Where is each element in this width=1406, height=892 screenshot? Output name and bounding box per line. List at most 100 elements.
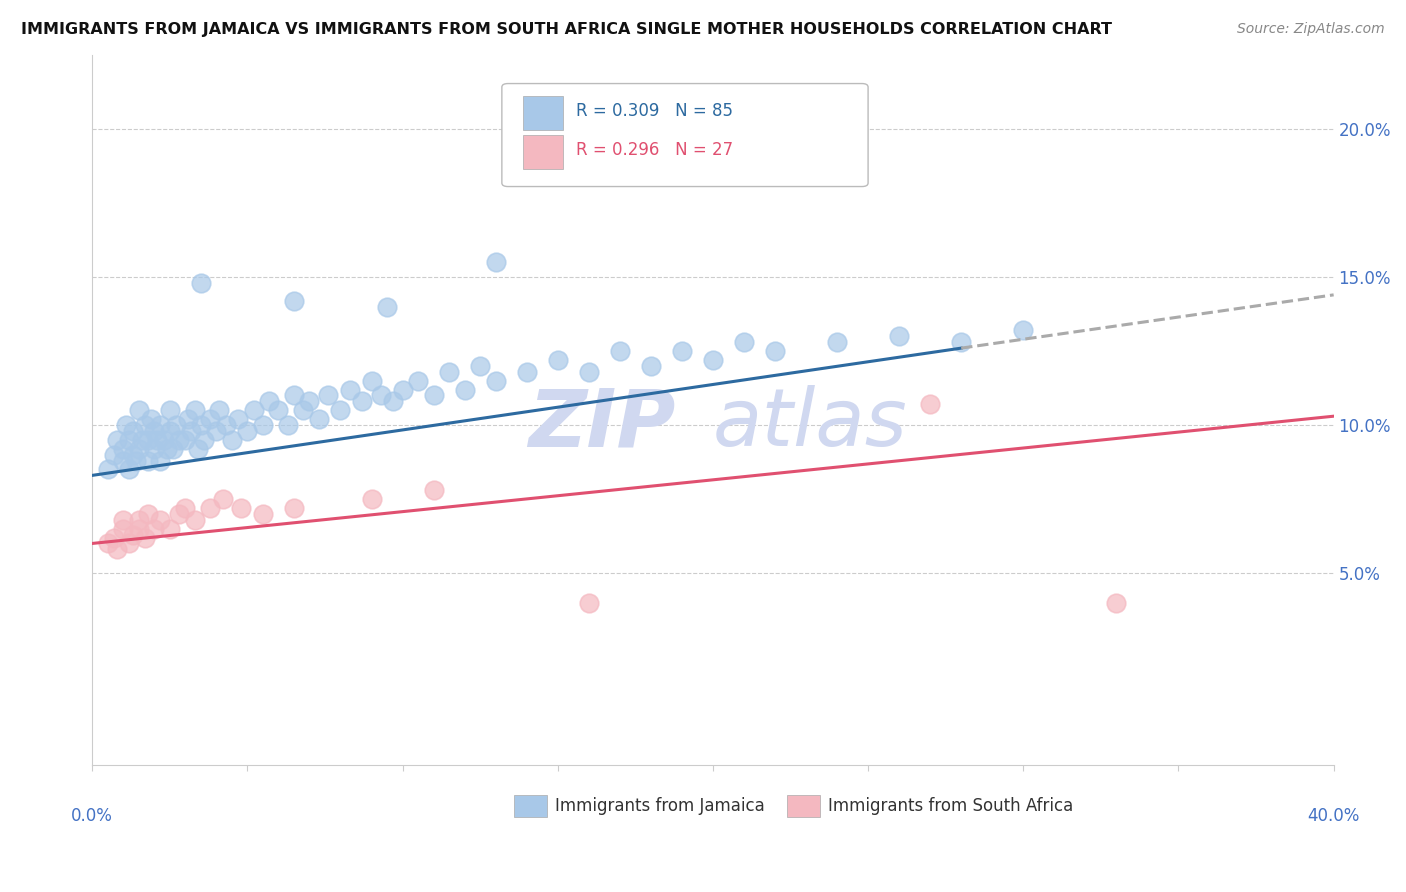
Point [121, 424, 143, 438]
Point [136, 433, 159, 447]
Text: IMMIGRANTS FROM JAMAICA VS IMMIGRANTS FROM SOUTH AFRICA SINGLE MOTHER HOUSEHOLDS: IMMIGRANTS FROM JAMAICA VS IMMIGRANTS FR… [21, 22, 1112, 37]
Point [118, 433, 141, 447]
Point [950, 335, 973, 350]
Point [437, 365, 460, 379]
FancyBboxPatch shape [787, 796, 820, 816]
Point [578, 596, 600, 610]
Point [283, 500, 305, 515]
Point [453, 383, 475, 397]
Point [198, 500, 221, 515]
Point [283, 388, 305, 402]
Point [298, 394, 321, 409]
Point [112, 513, 135, 527]
Point [149, 453, 172, 467]
Point [103, 448, 125, 462]
Point [136, 453, 159, 467]
Point [115, 418, 138, 433]
Point [128, 513, 150, 527]
Point [391, 383, 413, 397]
Point [167, 433, 190, 447]
Point [231, 500, 253, 515]
Point [578, 365, 600, 379]
Point [121, 448, 143, 462]
Point [920, 397, 942, 411]
Point [468, 359, 491, 373]
Point [112, 453, 135, 467]
Point [193, 433, 215, 447]
Point [97, 462, 120, 476]
Text: Immigrants from South Africa: Immigrants from South Africa [828, 797, 1074, 815]
Text: R = 0.309   N = 85: R = 0.309 N = 85 [576, 102, 734, 120]
Point [143, 442, 166, 456]
Point [825, 335, 848, 350]
Point [198, 412, 221, 426]
Point [165, 418, 187, 433]
FancyBboxPatch shape [515, 796, 547, 816]
Point [128, 442, 150, 456]
Point [183, 403, 205, 417]
Point [308, 412, 330, 426]
Point [242, 403, 264, 417]
Text: Immigrants from Jamaica: Immigrants from Jamaica [555, 797, 765, 815]
Point [1012, 323, 1035, 337]
Point [360, 374, 382, 388]
FancyBboxPatch shape [502, 84, 868, 186]
Point [149, 418, 172, 433]
Point [162, 442, 184, 456]
Point [547, 353, 569, 368]
Point [609, 344, 631, 359]
Point [267, 403, 290, 417]
Point [159, 522, 181, 536]
Point [382, 394, 405, 409]
Point [283, 293, 305, 308]
Point [136, 507, 159, 521]
Point [292, 403, 315, 417]
Point [252, 418, 274, 433]
Text: ZIP: ZIP [529, 385, 676, 464]
Point [702, 353, 724, 368]
Point [128, 403, 150, 417]
Point [609, 136, 631, 151]
Point [316, 388, 339, 402]
Point [221, 433, 243, 447]
Point [422, 483, 444, 498]
Point [1105, 596, 1128, 610]
Point [763, 344, 786, 359]
Text: 0.0%: 0.0% [72, 807, 112, 825]
Point [733, 335, 755, 350]
Point [190, 418, 212, 433]
Point [360, 491, 382, 506]
Point [121, 527, 143, 541]
FancyBboxPatch shape [523, 95, 562, 129]
Point [211, 491, 233, 506]
Point [149, 513, 172, 527]
Point [352, 394, 374, 409]
Point [671, 344, 693, 359]
Point [159, 424, 181, 438]
Point [180, 424, 202, 438]
Point [156, 442, 179, 456]
Text: 40.0%: 40.0% [1308, 807, 1360, 825]
Point [190, 276, 212, 290]
Point [516, 365, 538, 379]
Point [143, 424, 166, 438]
Point [141, 412, 163, 426]
Point [112, 442, 135, 456]
Point [208, 403, 231, 417]
Point [640, 359, 662, 373]
Point [105, 542, 128, 557]
Point [97, 536, 120, 550]
Point [112, 522, 135, 536]
Point [214, 418, 236, 433]
Point [257, 394, 280, 409]
Point [339, 383, 361, 397]
Point [887, 329, 910, 343]
Point [174, 500, 197, 515]
Point [177, 412, 200, 426]
Point [370, 388, 392, 402]
Point [406, 374, 429, 388]
Point [252, 507, 274, 521]
Point [422, 388, 444, 402]
Point [124, 453, 146, 467]
Point [236, 424, 259, 438]
